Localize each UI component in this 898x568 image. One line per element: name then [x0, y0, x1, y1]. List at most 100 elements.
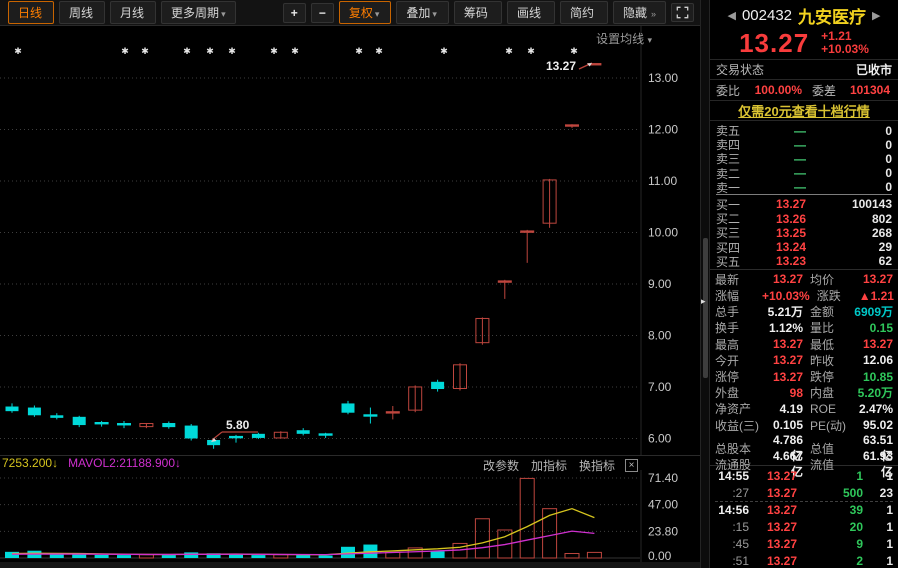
price-change: +1.21	[821, 29, 852, 43]
chart-tool-button[interactable]: 隐藏»	[612, 1, 666, 24]
trade-count: 1	[886, 503, 893, 518]
buy-order-row: 买一 13.27 100143	[716, 196, 892, 212]
weicha-value: 101304	[849, 83, 890, 97]
trade-count: 1	[886, 519, 893, 534]
sell-volume: 0	[885, 166, 892, 181]
vertical-scrollbar-thumb[interactable]	[703, 238, 708, 378]
stat-value: ▲1.21	[858, 288, 894, 303]
next-stock-icon[interactable]: ▶	[872, 9, 881, 22]
buy-level-label: 买五	[716, 254, 741, 269]
ma-settings-label: 设置均线	[596, 32, 645, 46]
weibi-row: 委比 100.00% 委差 101304	[710, 79, 898, 100]
period-button-label: 日线	[18, 6, 43, 20]
trade-count: 1	[886, 536, 893, 551]
indicator-tool-button[interactable]: 改参数	[482, 459, 519, 473]
chart-tool-button[interactable]: 筹码	[453, 1, 502, 24]
trade-volume: 500	[842, 485, 863, 500]
candle-down	[50, 415, 64, 418]
volume-bar-down	[430, 551, 445, 558]
trade-status-value: 已收市	[855, 63, 892, 77]
stat-row: 涨幅 +10.03% 涨跌 ▲1.21	[715, 287, 894, 304]
chart-tool-button[interactable]: 叠加 ▾	[396, 1, 449, 24]
trade-price: 13.27	[766, 503, 798, 518]
chart-tool-button-label: 叠加	[406, 6, 431, 20]
buy-volume: 100143	[851, 197, 892, 212]
trade-status-row: 交易状态 已收市	[710, 59, 898, 79]
candle-up	[408, 386, 423, 411]
double-arrow-icon: »	[650, 9, 656, 19]
volume-bar-down	[206, 553, 221, 558]
stat-label: 均价	[810, 272, 835, 287]
volume-chart[interactable]: 71.40 47.00 23.80 0.00	[0, 470, 700, 562]
chevron-down-icon: ▾	[647, 35, 652, 45]
trade-count: 23	[879, 485, 893, 500]
period-button[interactable]: 更多周期 ▾	[161, 1, 236, 24]
candle-up	[139, 423, 154, 428]
candle-dash	[318, 433, 333, 436]
chart-tool-button-label: 筹码	[463, 6, 488, 20]
price-tick-label: 6.00	[648, 431, 672, 445]
chart-tool-button-label: 复权	[348, 6, 373, 20]
stat-label: 昨收	[810, 353, 835, 368]
panel-collapse-handle[interactable]: ▸	[701, 296, 706, 306]
chart-tool-button[interactable]: 复权 ▾	[338, 1, 392, 24]
event-marker-icon: ✱	[141, 46, 149, 56]
volume-bar-down	[251, 555, 266, 558]
close-indicator-icon[interactable]: ×	[625, 459, 638, 472]
chevron-down-icon: ▾	[374, 9, 380, 19]
price-change-pct: +10.03%	[821, 42, 869, 56]
zoom-out-button[interactable]: −	[310, 2, 334, 23]
price-tick-label: 10.00	[648, 225, 678, 239]
prev-stock-icon[interactable]: ◀	[727, 9, 736, 22]
level2-promo-link[interactable]: 仅需20元查看十档行情	[738, 104, 870, 119]
stat-row: 总手 5.21万 金额 6909万	[715, 303, 893, 319]
stat-row: 收益(三) 0.105 PE(动) 95.02	[715, 417, 893, 433]
fullscreen-icon	[676, 6, 689, 19]
sell-volume: 0	[885, 180, 892, 195]
volume-bar-down	[49, 554, 64, 558]
buy-level-label: 买四	[716, 240, 741, 255]
trade-volume: 2	[856, 553, 863, 566]
stat-label: 总股本	[715, 441, 752, 456]
fullscreen-button[interactable]	[671, 3, 694, 22]
price-line: 13.27 +1.21 +10.03%	[714, 27, 894, 59]
stock-name: 九安医疗	[798, 7, 867, 27]
stat-row: 最新 13.27 均价 13.27	[715, 271, 893, 287]
candle-up	[475, 317, 490, 344]
chart-tool-button-label: 简约	[569, 6, 594, 20]
stat-value: 4.19	[779, 401, 803, 416]
stat-label: 涨停	[715, 370, 740, 384]
sell-price-dash: —	[794, 151, 806, 166]
candle-down	[341, 403, 355, 413]
annotation-arrowhead	[587, 63, 592, 67]
period-button[interactable]: 日线	[8, 1, 55, 24]
stat-value: 13.27	[862, 337, 893, 352]
indicator-tool-button[interactable]: 加指标	[530, 459, 567, 473]
price-tick-label: 13.00	[648, 71, 678, 85]
period-button[interactable]: 月线	[110, 1, 157, 24]
sell-order-row: 卖五 — 0	[716, 122, 892, 139]
sell-order-row: 卖三 — 0	[716, 150, 892, 167]
chart-tool-button[interactable]: 简约	[559, 1, 608, 24]
mavol2-line	[11, 530, 595, 556]
volume-bar-up	[564, 553, 580, 559]
stat-row: 净资产 4.19 ROE 2.47%	[715, 400, 893, 417]
stat-label: 最高	[715, 337, 740, 352]
trade-volume: 39	[849, 503, 863, 518]
candle-dash	[385, 411, 400, 414]
trade-price: 13.27	[766, 485, 798, 500]
ma-settings-button[interactable]: 设置均线 ▾	[596, 30, 652, 47]
volume-bar-down	[161, 555, 176, 558]
chart-tool-button[interactable]: 画线	[506, 1, 555, 24]
candle-down	[431, 381, 445, 390]
candlestick-chart[interactable]: 设置均线 ▾ 13.00 12.00 11.00 10.00 9.00 8.00 7.00 6…	[0, 26, 700, 455]
chevron-down-icon: ▾	[432, 9, 437, 19]
period-button[interactable]: 周线	[59, 1, 106, 24]
candle-dash	[117, 423, 131, 426]
mavol1-label: 7253.200↓	[2, 456, 59, 470]
horizontal-scrollbar[interactable]	[0, 562, 700, 568]
candle-down	[72, 416, 86, 426]
zoom-in-button[interactable]: +	[282, 2, 306, 23]
indicator-tool-button[interactable]: 换指标	[578, 459, 615, 473]
candle-down	[162, 423, 176, 428]
